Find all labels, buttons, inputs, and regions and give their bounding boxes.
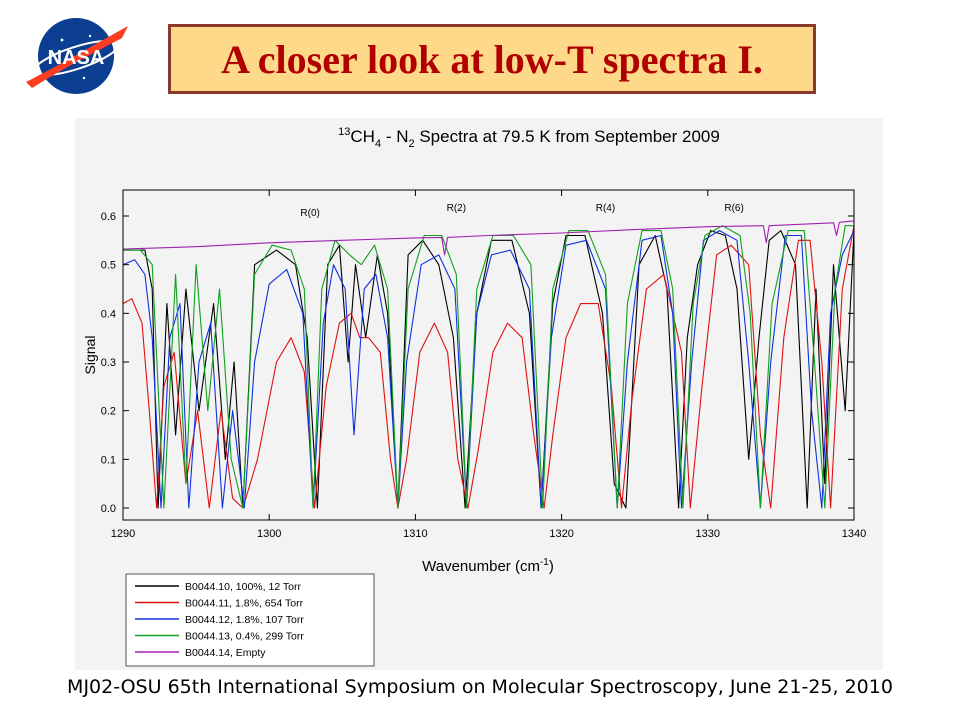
x-axis: 1290 1300 1310 1320 1330 1340 <box>111 190 866 540</box>
page-title: A closer look at low-T spectra I. <box>221 36 763 82</box>
series-line-5 <box>123 220 854 256</box>
footer-text: MJ02-OSU 65th International Symposium on… <box>67 676 893 698</box>
legend-box <box>125 573 375 667</box>
spectra-chart: 13CH4 - N2 Spectra at 79.5 K from Septem… <box>82 126 866 667</box>
annotation-label: R(4) <box>596 203 615 214</box>
legend-label: B0044.14, Empty <box>185 647 266 659</box>
y-tick-label: 0.0 <box>101 503 116 515</box>
y-tick-label: 0.1 <box>101 454 116 466</box>
x-tick-label: 1310 <box>403 528 427 540</box>
chart-panel: 13CH4 - N2 Spectra at 79.5 K from Septem… <box>75 118 883 670</box>
y-tick-label: 0.5 <box>101 260 116 272</box>
series-line-2 <box>123 225 854 509</box>
series-line-3 <box>123 230 854 509</box>
nasa-meatball-icon: NASA <box>26 18 128 94</box>
annotation-label: R(6) <box>724 203 743 214</box>
y-tick-label: 0.4 <box>101 308 116 320</box>
x-tick-label: 1320 <box>549 528 573 540</box>
legend-label: B0044.12, 1.8%, 107 Torr <box>185 614 304 626</box>
title-box: A closer look at low-T spectra I. <box>168 24 816 94</box>
logo-text: NASA <box>48 47 105 69</box>
y-axis-label: Signal <box>82 336 98 375</box>
annotation-label: R(0) <box>300 208 319 219</box>
x-axis-label-sup: -1 <box>540 557 549 568</box>
series-line-4 <box>123 225 854 509</box>
logo-star <box>82 76 86 80</box>
logo-star <box>88 34 92 38</box>
chart-title-b-sub: 2 <box>408 138 414 150</box>
chart-title: 13CH4 - N2 Spectra at 79.5 K from Septem… <box>338 126 720 150</box>
chart-title-iso: 13 <box>338 126 350 138</box>
x-tick-label: 1340 <box>842 528 866 540</box>
chart-title-b: - N <box>381 127 408 146</box>
legend-label: B0044.10, 100%, 12 Torr <box>185 581 301 593</box>
x-axis-label-end: ) <box>549 558 554 575</box>
chart-title-a-sub: 4 <box>375 138 381 150</box>
x-axis-label-main: Wavenumber (cm <box>422 558 540 575</box>
logo-star <box>60 38 64 42</box>
annotation-label: R(2) <box>447 203 466 214</box>
legend: B0044.10, 100%, 12 Torr B0044.11, 1.8%, 6… <box>135 581 304 659</box>
chart-title-a: CH <box>350 127 375 146</box>
series-group <box>123 220 854 509</box>
logo-orbit <box>33 39 119 77</box>
x-tick-label: 1290 <box>111 528 135 540</box>
y-axis: 0.0 0.1 0.2 0.3 0.4 0.5 0.6 <box>101 211 854 515</box>
plot-frame <box>122 189 855 521</box>
annotation-group: R(0) R(2) R(4) R(6) <box>300 203 743 219</box>
legend-label: B0044.13, 0.4%, 299 Torr <box>185 631 304 643</box>
logo-vector <box>26 26 128 88</box>
chart-title-rest: Spectra at 79.5 K from September 2009 <box>415 127 720 146</box>
x-axis-label: Wavenumber (cm-1) <box>422 557 554 575</box>
y-tick-label: 0.3 <box>101 357 116 369</box>
legend-label: B0044.11, 1.8%, 654 Torr <box>185 598 304 610</box>
y-tick-label: 0.6 <box>101 211 116 223</box>
x-tick-label: 1330 <box>696 528 720 540</box>
x-tick-label: 1300 <box>257 528 281 540</box>
y-tick-label: 0.2 <box>101 406 116 418</box>
nasa-logo: NASA <box>18 8 134 104</box>
